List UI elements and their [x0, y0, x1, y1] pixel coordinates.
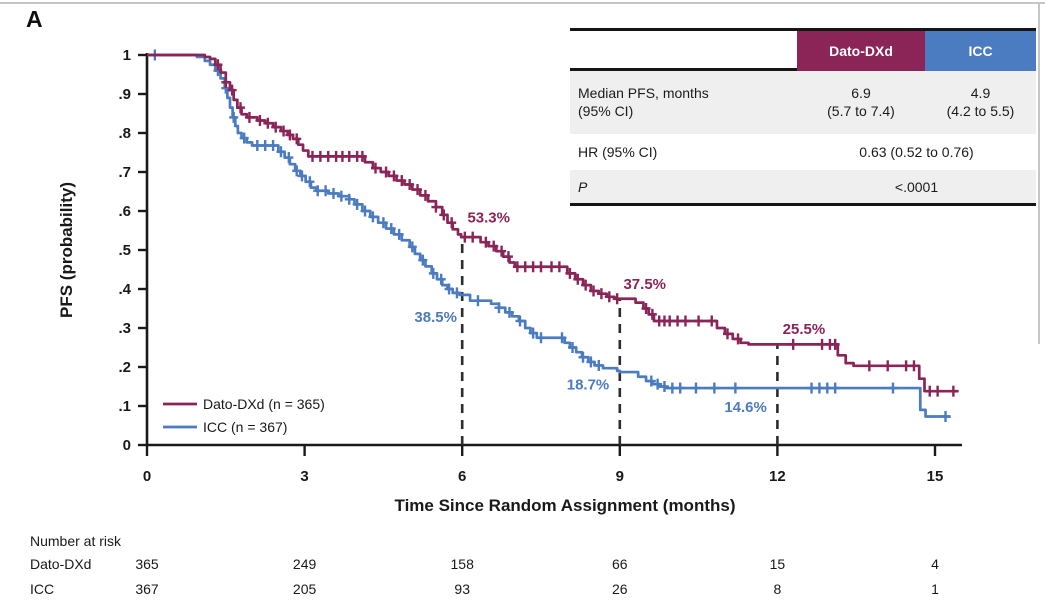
svg-text:249: 249	[293, 556, 317, 572]
svg-text:ICC: ICC	[30, 581, 54, 597]
risk-table-text: Number at risk Dato-DXd 365 249 158 66 15 4 ICC 3…	[30, 533, 939, 597]
svg-text:14.6%: 14.6%	[724, 399, 767, 416]
svg-text:25.5%: 25.5%	[783, 321, 826, 338]
landmark-lines	[460, 237, 779, 445]
svg-text:93: 93	[454, 581, 470, 597]
svg-text:.1: .1	[118, 398, 131, 415]
svg-text:.2: .2	[118, 359, 131, 376]
svg-text:38.5%: 38.5%	[414, 309, 457, 326]
p-value: <.0001	[894, 178, 939, 195]
svg-text:.4: .4	[118, 281, 131, 298]
svg-text:158: 158	[451, 556, 475, 572]
svg-text:0: 0	[123, 437, 131, 454]
svg-text:PFS (probability): PFS (probability)	[57, 182, 76, 318]
svg-text:Number at risk: Number at risk	[30, 533, 122, 549]
stats-table-median-row: Median PFS, months (95% CI) 6.9 (5.7 to …	[570, 71, 1036, 134]
stats-table-header-stub	[570, 31, 797, 71]
svg-text:.3: .3	[118, 320, 131, 337]
svg-text:53.3%: 53.3%	[467, 210, 510, 227]
median-pfs-dato-value: 6.9 (5.7 to 7.4)	[827, 85, 895, 119]
svg-text:15: 15	[770, 556, 786, 572]
svg-text:365: 365	[135, 556, 159, 572]
svg-text:0: 0	[143, 468, 151, 485]
y-axis: 0 .1 .2 .3 .4 .5 .6 .7 .8 .9 1	[118, 47, 149, 454]
median-pfs-label: Median PFS, months (95% CI)	[578, 85, 709, 119]
svg-text:8: 8	[773, 581, 781, 597]
svg-text:Dato-DXd: Dato-DXd	[30, 556, 91, 572]
svg-text:Dato-DXd (n = 365): Dato-DXd (n = 365)	[203, 396, 325, 412]
y-axis-title: PFS (probability)	[57, 182, 76, 318]
svg-text:4: 4	[931, 556, 939, 572]
svg-text:1: 1	[931, 581, 939, 597]
figure-right-border	[1038, 2, 1040, 344]
svg-text:15: 15	[927, 468, 944, 485]
svg-text:.6: .6	[118, 203, 131, 220]
svg-text:.8: .8	[118, 125, 131, 142]
svg-text:12: 12	[769, 468, 786, 485]
svg-text:37.5%: 37.5%	[623, 276, 666, 293]
median-pfs-icc-value: 4.9 (4.2 to 5.5)	[946, 85, 1015, 119]
svg-text:ICC (n = 367): ICC (n = 367)	[203, 419, 287, 435]
svg-text:9: 9	[616, 468, 624, 485]
stats-table-header-row: Dato-DXd ICC	[570, 31, 1036, 71]
x-axis: 0 3 6 9 12 15	[143, 443, 962, 485]
legend: Dato-DXd (n = 365) ICC (n = 367)	[163, 396, 325, 435]
censor-marks-dato-dxd-n-365	[213, 59, 958, 397]
stats-table-header-icc: ICC	[925, 31, 1036, 71]
censor-marks-icc-n-367	[150, 49, 951, 423]
panel-label: A	[26, 6, 43, 32]
svg-text:66: 66	[612, 556, 628, 572]
svg-text:1: 1	[123, 47, 131, 64]
svg-text:Time Since Random Assignment (: Time Since Random Assignment (months)	[395, 496, 736, 515]
svg-text:26: 26	[612, 581, 628, 597]
svg-text:18.7%: 18.7%	[567, 377, 610, 394]
svg-text:3: 3	[300, 468, 308, 485]
x-axis-title: Time Since Random Assignment (months)	[395, 496, 736, 515]
stats-table: Dato-DXd ICC Median PFS, months (95% CI)…	[570, 28, 1036, 206]
stats-table-hr-row: HR (95% CI) 0.63 (0.52 to 0.76)	[570, 134, 1036, 170]
svg-text:.9: .9	[118, 86, 131, 103]
hr-value: 0.63 (0.52 to 0.76)	[859, 144, 974, 160]
svg-text:.5: .5	[118, 242, 131, 259]
annotation-labels: 53.3% 38.5% 37.5% 18.7% 25.5% 14.6%	[414, 210, 825, 416]
stats-table-header-dato-dxd: Dato-DXd	[797, 31, 925, 71]
svg-text:6: 6	[458, 468, 466, 485]
svg-text:367: 367	[135, 581, 159, 597]
figure-top-border	[0, 2, 1045, 4]
hr-label: HR (95% CI)	[578, 144, 658, 160]
svg-text:.7: .7	[118, 164, 131, 181]
p-label: P	[578, 178, 588, 195]
stats-table-p-row: P <.0001	[570, 170, 1036, 203]
svg-text:205: 205	[293, 581, 317, 597]
